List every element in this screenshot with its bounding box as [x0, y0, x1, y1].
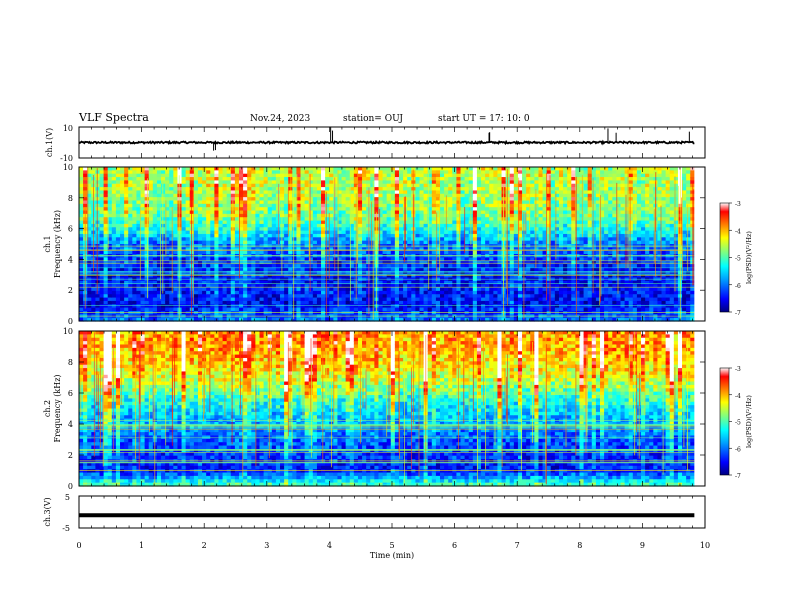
xtick-0: 0 — [76, 541, 81, 550]
ch1-ytick-10: 10 — [63, 163, 73, 172]
ch1-ytick-bottom: -10 — [60, 154, 73, 163]
ch1-ytick-2: 2 — [68, 286, 73, 295]
colorbar-2-tick-4: -4 — [735, 393, 741, 400]
ch1-ytick-8: 8 — [68, 194, 73, 203]
station-label: station= OUJ — [343, 114, 404, 124]
ch2-ytick-2: 2 — [68, 451, 73, 460]
xtick-2: 2 — [202, 541, 207, 550]
no-data-region-2 — [694, 331, 705, 486]
ch2-ytick-8: 8 — [68, 358, 73, 367]
xtick-1: 1 — [139, 541, 144, 550]
xtick-6: 6 — [452, 541, 457, 550]
xtick-9: 9 — [640, 541, 645, 550]
colorbar-2-label: log(PSD)(V²/Hz) — [745, 395, 753, 448]
ch1-ytick-6: 6 — [68, 225, 73, 234]
colorbar-2-tick-5: -5 — [735, 420, 741, 427]
xaxis-label: Time (min) — [370, 551, 414, 560]
colorbar-1-tick-5: -5 — [735, 256, 741, 263]
colorbar-1 — [719, 202, 730, 313]
ch2-channel-label: ch.2 — [43, 400, 52, 417]
colorbar-1-tick-4: -4 — [735, 228, 741, 235]
ch1-ytick-0: 0 — [68, 317, 73, 326]
colorbar-1-tick-7: -7 — [735, 310, 741, 317]
ch3-ytick-top: 5 — [65, 493, 70, 502]
colorbar-2 — [719, 367, 730, 476]
colorbar-2-tick-3: -3 — [735, 366, 741, 373]
ch2-ytick-6: 6 — [68, 389, 73, 398]
chart-title: VLF Spectra — [79, 111, 149, 124]
spectrogram-image-2 — [79, 331, 695, 487]
colorbar-1-tick-6: -6 — [735, 283, 741, 290]
colorbar-1-label: log(PSD)(V²/Hz) — [745, 231, 753, 284]
date-label: Nov.24, 2023 — [250, 114, 311, 124]
start-time-label: start UT = 17: 10: 0 — [438, 114, 530, 124]
xtick-10: 10 — [700, 541, 710, 550]
xtick-7: 7 — [515, 541, 520, 550]
ch3-ylabel: ch.3(V) — [43, 497, 52, 526]
ch2-ytick-10: 10 — [63, 327, 73, 336]
colorbar-2-tick-6: -6 — [735, 446, 741, 453]
ch2-ytick-4: 4 — [68, 420, 73, 429]
spectrogram-image-1 — [79, 167, 695, 322]
colorbar-1-tick-3: -3 — [735, 201, 741, 208]
xtick-3: 3 — [264, 541, 269, 550]
ch1-ylabel: ch.1(V) — [45, 128, 54, 157]
ch1-frequency-label: Frequency (kHz) — [53, 210, 62, 278]
xtick-5: 5 — [389, 541, 394, 550]
ch3-ytick-bottom: -5 — [62, 524, 70, 533]
ch1-ytick-4: 4 — [68, 255, 73, 264]
ch2-ytick-0: 0 — [68, 482, 73, 491]
ch1-channel-label: ch.1 — [43, 235, 52, 252]
no-data-region-1 — [694, 167, 705, 321]
ch2-frequency-label: Frequency (kHz) — [53, 374, 62, 442]
ch1-waveform-line — [78, 139, 695, 146]
colorbar-2-tick-7: -7 — [735, 473, 741, 480]
xtick-4: 4 — [327, 541, 332, 550]
ch1-ytick-top: 10 — [63, 124, 73, 133]
xtick-8: 8 — [577, 541, 582, 550]
